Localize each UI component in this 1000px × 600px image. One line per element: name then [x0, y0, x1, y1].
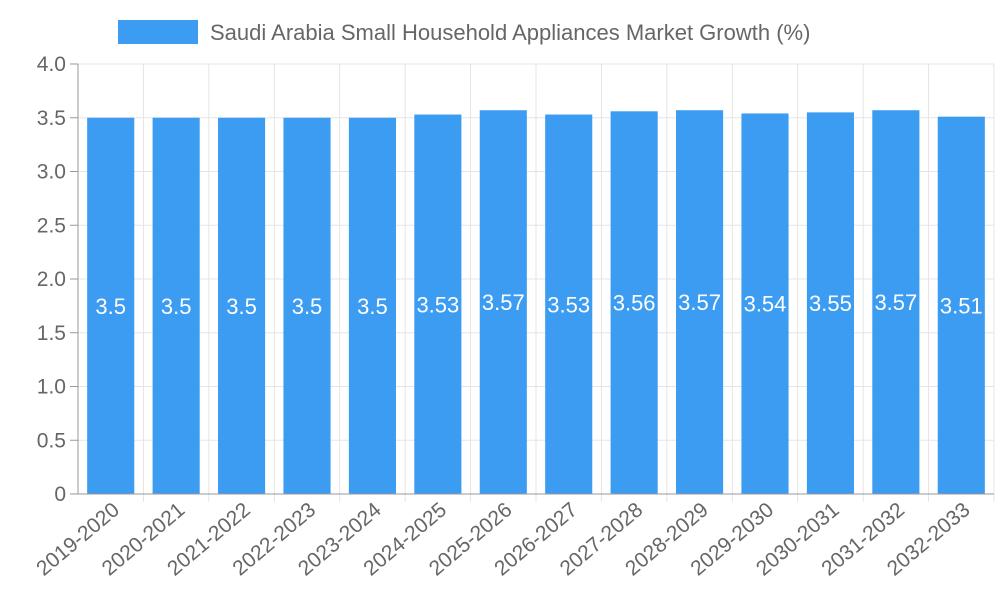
- bar[interactable]: [610, 111, 658, 495]
- bar[interactable]: [348, 117, 396, 494]
- x-axis: 2019-20202020-20212021-20222022-20232023…: [32, 493, 994, 580]
- y-tick-label: 1.0: [37, 376, 66, 399]
- y-axis: 0 0.5 1.0 1.5 2.0 2.5 3.0 3.5 4.0: [37, 53, 78, 506]
- bars: [87, 110, 985, 495]
- data-label: 3.55: [809, 291, 852, 316]
- data-label: 3.57: [678, 290, 721, 315]
- data-label: 3.57: [874, 290, 917, 315]
- bar[interactable]: [872, 110, 920, 494]
- y-tick-label: 0.5: [37, 429, 66, 452]
- data-label: 3.5: [226, 294, 257, 319]
- data-label: 3.56: [613, 291, 656, 316]
- grid: [77, 63, 995, 502]
- y-tick-label: 2.5: [37, 214, 66, 237]
- bar[interactable]: [414, 114, 462, 495]
- bar[interactable]: [152, 117, 200, 494]
- bar[interactable]: [218, 117, 266, 494]
- data-label: 3.54: [744, 292, 787, 317]
- legend-label: Saudi Arabia Small Household Appliances …: [210, 20, 810, 45]
- legend-swatch: [118, 20, 198, 44]
- y-tick-label: 0: [54, 483, 66, 506]
- data-label: 3.53: [416, 292, 459, 317]
- data-label: 3.51: [940, 293, 983, 318]
- bar[interactable]: [283, 117, 331, 494]
- data-labels: 3.5 3.5 3.5 3.5 3.5 3.53 3.57 3.53 3.56 3.57 3.54 3…: [95, 290, 982, 319]
- y-tick-label: 2.0: [37, 268, 66, 291]
- y-tick-label: 3.5: [37, 107, 66, 130]
- bar[interactable]: [479, 110, 527, 494]
- data-label: 3.57: [482, 290, 525, 315]
- bar[interactable]: [741, 113, 789, 494]
- legend[interactable]: Saudi Arabia Small Household Appliances …: [118, 20, 810, 45]
- data-label: 3.5: [95, 294, 126, 319]
- y-tick-label: 1.5: [37, 322, 66, 345]
- y-tick-label: 3.0: [37, 161, 66, 184]
- data-label: 3.5: [292, 294, 323, 319]
- bar[interactable]: [676, 110, 724, 494]
- data-label: 3.53: [547, 292, 590, 317]
- y-tick-label: 4.0: [37, 53, 66, 76]
- bar[interactable]: [937, 116, 985, 495]
- bar[interactable]: [806, 112, 854, 494]
- bar[interactable]: [87, 117, 135, 494]
- data-label: 3.5: [161, 294, 192, 319]
- bar[interactable]: [545, 114, 593, 495]
- data-label: 3.5: [357, 294, 388, 319]
